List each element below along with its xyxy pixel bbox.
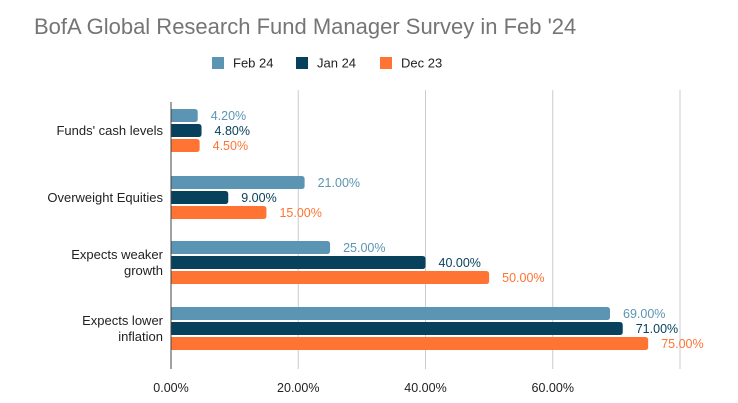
bar-value-label-1-0: 4.80% [215, 124, 250, 138]
category-label-2-line-0: Expects weaker [71, 247, 163, 262]
bar-2-3 [171, 337, 649, 350]
bar-value-label-2-3: 75.00% [661, 337, 703, 351]
bar-value-label-1-1: 9.00% [241, 191, 276, 205]
bar-2-0 [171, 139, 200, 152]
legend-swatch-0 [212, 57, 224, 69]
legend-swatch-1 [296, 57, 308, 69]
bar-value-label-1-3: 71.00% [636, 322, 678, 336]
category-label-1: Overweight Equities [47, 190, 163, 205]
legend-swatch-2 [380, 57, 392, 69]
category-label-2-line-1: growth [124, 263, 163, 278]
bar-value-label-0-0: 4.20% [211, 109, 246, 123]
x-tick-label-2: 40.00% [404, 381, 446, 395]
category-label-3-line-1: inflation [118, 329, 163, 344]
bar-value-label-2-1: 15.00% [279, 206, 321, 220]
bar-value-label-1-2: 40.00% [439, 256, 481, 270]
legend-label-0: Feb 24 [233, 56, 273, 71]
bar-0-2 [171, 241, 331, 254]
category-label-3-line-0: Expects lower [82, 313, 164, 328]
bar-value-label-0-1: 21.00% [318, 176, 360, 190]
x-tick-label-1: 20.00% [277, 381, 319, 395]
bar-1-0 [171, 124, 202, 137]
bar-value-label-0-3: 69.00% [623, 307, 665, 321]
bar-2-2 [171, 271, 490, 284]
legend-label-2: Dec 23 [401, 56, 442, 71]
legend-label-1: Jan 24 [317, 56, 356, 71]
category-label-0: Funds' cash levels [56, 123, 163, 138]
bar-value-label-2-0: 4.50% [213, 139, 248, 153]
bar-1-2 [171, 256, 426, 269]
x-tick-label-3: 60.00% [532, 381, 574, 395]
bar-1-1 [171, 191, 229, 204]
bar-0-3 [171, 307, 611, 320]
bar-2-1 [171, 206, 267, 219]
bar-0-0 [171, 109, 198, 122]
bar-value-label-2-2: 50.00% [502, 271, 544, 285]
bar-1-3 [171, 322, 623, 335]
chart-title: BofA Global Research Fund Manager Survey… [34, 14, 577, 39]
x-tick-label-0: 0.00% [153, 381, 188, 395]
bar-0-1 [171, 176, 305, 189]
bar-value-label-0-2: 25.00% [343, 241, 385, 255]
